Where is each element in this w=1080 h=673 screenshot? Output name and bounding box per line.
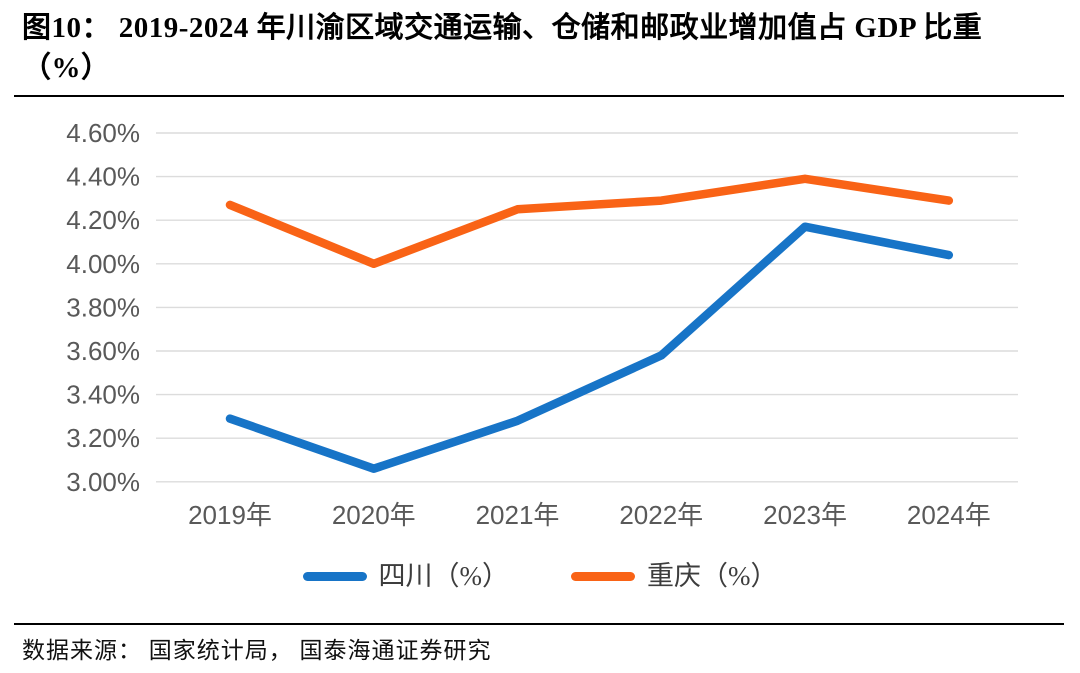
x-axis-label: 2023年 — [763, 500, 847, 530]
chart-legend: 四川（%） 重庆（%） — [0, 558, 1080, 594]
footer-divider — [14, 623, 1064, 625]
x-axis-label: 2022年 — [619, 500, 703, 530]
y-axis-label: 3.00% — [66, 467, 140, 497]
legend-item-chongqing: 重庆（%） — [571, 558, 778, 594]
y-axis-label: 3.40% — [66, 380, 140, 410]
legend-swatch-chongqing — [571, 571, 635, 581]
x-axis-label: 2019年 — [188, 500, 272, 530]
y-axis-label: 3.60% — [66, 336, 140, 366]
x-axis-label: 2021年 — [476, 500, 560, 530]
legend-label: 四川（%） — [378, 561, 510, 591]
x-axis-label: 2020年 — [332, 500, 416, 530]
y-axis-label: 4.40% — [66, 162, 140, 192]
y-axis-label: 4.00% — [66, 249, 140, 279]
line-chart: 4.60% 4.40% 4.20% 4.00% 3.80% 3.60% 3.40% 3.20%… — [66, 118, 1018, 530]
figure-title: 图10： 2019-2024 年川渝区域交通运输、仓储和邮政业增加值占 GDP … — [22, 8, 1062, 88]
series-line-sichuan — [225, 222, 954, 473]
y-axis-label: 3.80% — [66, 292, 140, 322]
y-axis-label: 4.20% — [66, 205, 140, 235]
data-source: 数据来源： 国家统计局， 国泰海通证券研究 — [22, 638, 492, 663]
y-axis-label: 3.20% — [66, 423, 140, 453]
y-axis-label: 4.60% — [66, 118, 140, 148]
x-axis-label: 2024年 — [907, 500, 991, 530]
legend-label: 重庆（%） — [647, 561, 778, 591]
figure-title-line1: 图10： 2019-2024 年川渝区域交通运输、仓储和邮政业增加值占 GDP … — [22, 12, 983, 44]
legend-item-sichuan: 四川（%） — [302, 558, 510, 594]
figure-title-line2: （%） — [22, 52, 111, 85]
legend-swatch-sichuan — [302, 571, 367, 581]
title-divider — [14, 95, 1064, 97]
series-line-chongqing — [225, 174, 954, 269]
